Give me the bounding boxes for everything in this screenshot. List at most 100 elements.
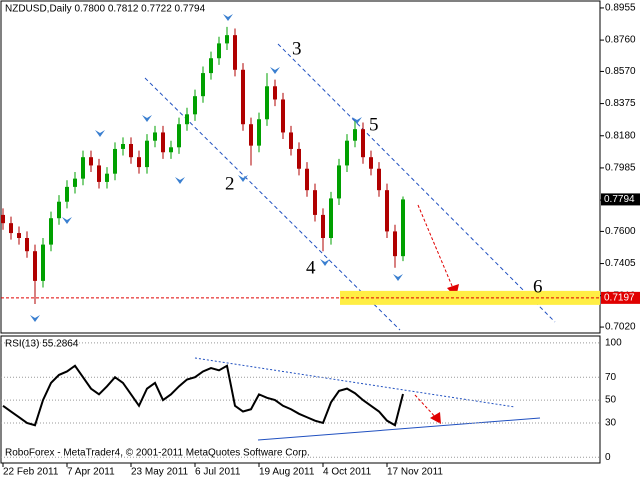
candle-body [289,132,293,149]
wave-label: 5 [369,114,379,135]
footer: RoboForex - MetaTrader4, © 2001-2011 Met… [5,448,310,459]
y-tick-label: 0.8375 [605,98,636,109]
fractal-arrow [223,14,233,21]
candle-body [41,244,45,281]
x-tick-label: 22 Feb 2011 [3,467,59,478]
candle-body [353,129,357,141]
price-label: 0.7794 [604,194,635,205]
candle-body [137,157,141,168]
candle-body [329,198,333,239]
y-tick-label: 0.7985 [605,163,636,174]
rsi-tick-label: 70 [605,372,617,383]
candle-body [57,201,61,219]
candle-body [1,214,5,224]
candle-body [273,86,277,100]
candle-body [249,124,253,146]
candle-body [321,214,325,239]
rsi-trendline [194,357,516,408]
arrow-head [430,412,441,424]
candle-body [401,199,405,257]
y-tick-label: 0.7020 [605,322,636,333]
candle-body [33,251,37,281]
candle-body [385,190,389,232]
candle-body [89,157,93,166]
fractal-arrow [142,115,152,122]
candle-body [305,168,309,191]
fractal-arrow [62,217,72,224]
wave-label: 2 [225,173,235,194]
candle-body [361,129,365,158]
candle-body [185,114,189,125]
fractal-arrow [175,177,185,184]
wave-label: 6 [533,276,543,297]
candle-body [369,157,373,169]
fractal-arrow [30,315,40,322]
candle-body [121,143,125,149]
candle-body [25,238,29,252]
chart-title: NZDUSD,Daily 0.7800 0.7812 0.7722 0.7794 [5,4,206,15]
target-level-label: 0.7197 [604,293,635,304]
candle-body [73,178,77,187]
candle-body [241,69,245,125]
rsi-tick-label: 100 [605,338,622,349]
rsi-line [2,364,404,427]
candle-body [377,168,381,191]
fractal-arrow [270,67,280,74]
candle-body [161,132,165,153]
candle-body [233,35,237,70]
candle-body [153,132,157,141]
fractal-arrow [238,175,248,182]
candle-body [193,96,197,115]
candle-body [97,165,101,182]
candle-body [209,58,213,74]
x-tick-label: 6 Jul 2011 [195,467,241,478]
candle-body [393,231,397,257]
rsi-tick-label: 30 [605,418,617,429]
candle-body [345,140,349,166]
candle-body [337,165,341,199]
candle-body [113,148,117,174]
wave-label: 4 [306,257,316,278]
price-box [601,193,640,206]
candle-body [201,73,205,97]
candle-body [257,119,261,146]
candle-body [297,148,301,169]
candle-body [81,157,85,179]
y-tick-label: 0.7600 [605,226,636,237]
y-tick-label: 0.8180 [605,130,636,141]
fractal-arrow [393,274,403,281]
y-tick-label: 0.8570 [605,66,636,77]
candle-body [105,173,109,182]
candle-body [313,190,317,215]
candle-body [145,140,149,168]
fractal-arrow [352,117,362,124]
rsi-trendline [257,417,541,441]
target-zone [340,290,600,305]
candle-body [65,186,69,202]
x-tick-label: 4 Oct 2011 [323,467,372,478]
y-tick-label: 0.8955 [605,3,636,14]
target-level-box [601,291,640,304]
x-tick-label: 17 Nov 2011 [387,467,443,478]
candle-body [129,143,133,158]
candle-body [225,35,229,44]
wave-label: 3 [292,38,302,59]
candle-body [177,124,181,148]
candle-body [9,223,13,234]
candle-body [169,147,173,153]
forecast-arrow [417,204,456,294]
candle-body [217,43,221,59]
x-tick-label: 19 Aug 2011 [259,467,315,478]
rsi-tick-label: 50 [605,395,617,406]
fractal-arrow [95,130,105,137]
fractal-arrow [320,259,330,266]
y-tick-label: 0.7405 [605,258,636,269]
candle-body [281,99,285,133]
rsi-panel [0,335,601,464]
candle-body [265,86,269,120]
x-tick-label: 23 May 2011 [131,467,189,478]
rsi-tick-label: 0 [605,452,611,463]
price-panel [0,0,601,334]
